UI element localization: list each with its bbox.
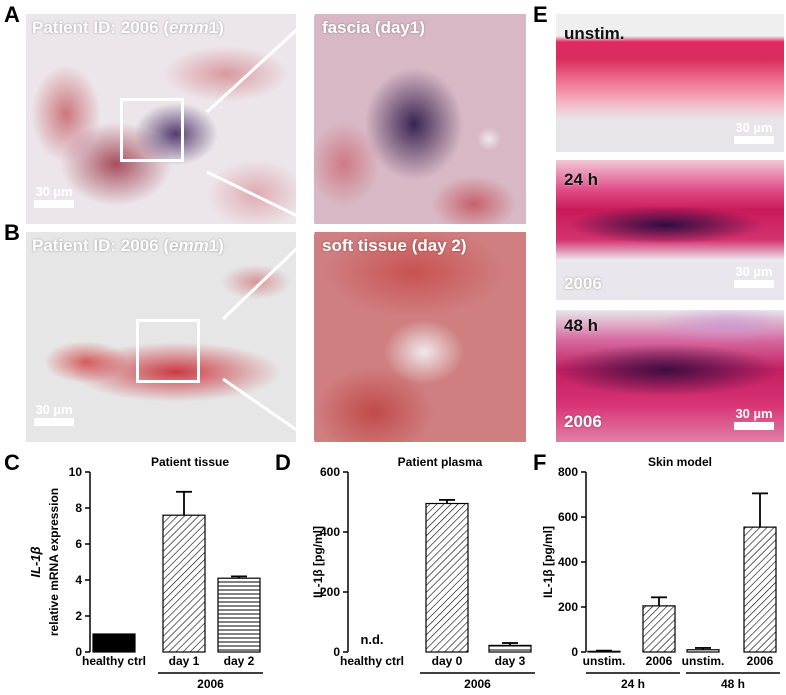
panel-letter-e: E <box>533 2 548 27</box>
micrograph-e-24h: 24 h 2006 30 µm <box>556 160 784 300</box>
panel-letter-c: C <box>4 450 20 475</box>
scale-bar-b: 30 µm <box>34 402 74 426</box>
y-tick-label-c: 0 <box>75 645 82 659</box>
y-tick-label-c: 10 <box>69 465 83 479</box>
chart-patient-tissue: Patient tissue 0 2 4 6 8 10 IL-1β relative mRNA … <box>28 455 263 691</box>
y-tick-label-c: 4 <box>75 573 82 587</box>
micrograph-a-zoom: fascia (day1) <box>314 14 526 224</box>
group-label-f: 48 h <box>721 677 745 691</box>
category-label-c: day 2 <box>224 654 255 668</box>
bar-d <box>425 502 469 653</box>
y-tick-label-f: 600 <box>558 510 578 524</box>
panel-letter-a: A <box>4 2 20 27</box>
zoom-connectors <box>0 0 786 450</box>
chart-skin-model: Skin model 0 200 400 600 800 IL-1β [pg/ml] unst… <box>541 455 780 691</box>
y-tick-label-f: 0 <box>571 645 578 659</box>
y-tick-label-d: 400 <box>320 525 340 539</box>
category-label-f: unstim. <box>583 654 626 668</box>
y-axis-label-d: IL-1β [pg/ml] <box>311 526 325 598</box>
charts-canvas: Patient tissue 0 2 4 6 8 10 IL-1β relative mRNA … <box>28 455 780 691</box>
category-label-d: day 3 <box>495 654 526 668</box>
scale-bar-e1: 30 µm <box>734 120 774 144</box>
micrograph-a-label: Patient ID: 2006 (emm1) <box>32 18 224 37</box>
chart-title-f: Skin model <box>648 455 712 469</box>
y-tick-label-f: 800 <box>558 465 578 479</box>
micrograph-b-overview: Patient ID: 2006 (emm1) 30 µm <box>26 232 296 442</box>
connector-a-top <box>205 12 316 114</box>
category-label-c: day 1 <box>169 654 200 668</box>
category-label-f: 2006 <box>747 654 774 668</box>
group-label-f: 24 h <box>621 677 645 691</box>
micrograph-e-unstim-label: unstim. <box>564 24 625 43</box>
zoom-box-b <box>136 319 200 383</box>
connector-b-top <box>221 230 316 321</box>
scale-bar-e2: 30 µm <box>734 264 774 288</box>
micrograph-e-unstim: unstim. 30 µm <box>556 14 784 152</box>
category-label-f: unstim. <box>682 654 725 668</box>
micrograph-b-zoom-label: soft tissue (day 2) <box>322 236 467 255</box>
panel-letter-b: B <box>4 220 20 245</box>
zoom-box-a <box>120 98 184 162</box>
chart-title-c: Patient tissue <box>151 455 229 469</box>
y-axis-label-c: relative mRNA expression <box>47 488 61 636</box>
panel-letter-f: F <box>533 450 547 475</box>
bar-c <box>92 633 136 653</box>
micrograph-a-zoom-label: fascia (day1) <box>322 18 425 37</box>
bar-c <box>162 514 206 653</box>
micrograph-e-48h-label: 48 h <box>564 316 599 335</box>
group-label-c: 2006 <box>197 677 224 691</box>
y-axis-label-f: IL-1β [pg/ml] <box>541 526 555 598</box>
y-tick-label-c: 6 <box>75 537 82 551</box>
connector-a-bottom <box>206 170 315 226</box>
group-label-d: 2006 <box>464 677 491 691</box>
scale-bar-e3: 30 µm <box>734 406 774 430</box>
category-label-f: 2006 <box>646 654 673 668</box>
connector-b-bottom <box>222 377 315 444</box>
y-tick-label-d: 0 <box>333 645 340 659</box>
annotation-nd: n.d. <box>360 632 383 647</box>
y-tick-label-c: 8 <box>75 501 82 515</box>
chart-patient-plasma: Patient plasma 0 200 400 600 IL-1β [pg/ml] hea… <box>311 455 535 691</box>
scale-bar-a: 30 µm <box>34 184 74 208</box>
panel-letter-d: D <box>275 450 291 475</box>
bar-d <box>488 644 532 653</box>
category-label-d: day 0 <box>432 654 463 668</box>
bar-f <box>642 605 676 653</box>
micrograph-e-48h: 48 h 2006 30 µm <box>556 310 784 442</box>
bar-f <box>686 649 720 653</box>
y-tick-label-d: 200 <box>320 585 340 599</box>
bar-f <box>743 526 777 653</box>
category-label-d: healthy ctrl <box>340 654 404 668</box>
y-tick-label-f: 400 <box>558 555 578 569</box>
micrograph-e-24h-bottom-label: 2006 <box>564 274 602 293</box>
chart-title-d: Patient plasma <box>398 455 483 469</box>
micrograph-a-overview: Patient ID: 2006 (emm1) 30 µm <box>26 14 296 224</box>
y-axis-label-italic-c: IL-1β <box>28 546 43 577</box>
micrograph-e-48h-bottom-label: 2006 <box>564 412 602 431</box>
y-tick-label-f: 200 <box>558 600 578 614</box>
micrograph-b-zoom: soft tissue (day 2) <box>314 232 526 442</box>
y-tick-label-c: 2 <box>75 609 82 623</box>
micrograph-e-24h-label: 24 h <box>564 170 599 189</box>
y-tick-label-d: 600 <box>320 465 340 479</box>
category-label-c: healthy ctrl <box>82 654 146 668</box>
bar-c <box>217 577 261 653</box>
micrograph-b-label: Patient ID: 2006 (emm1) <box>32 236 224 255</box>
